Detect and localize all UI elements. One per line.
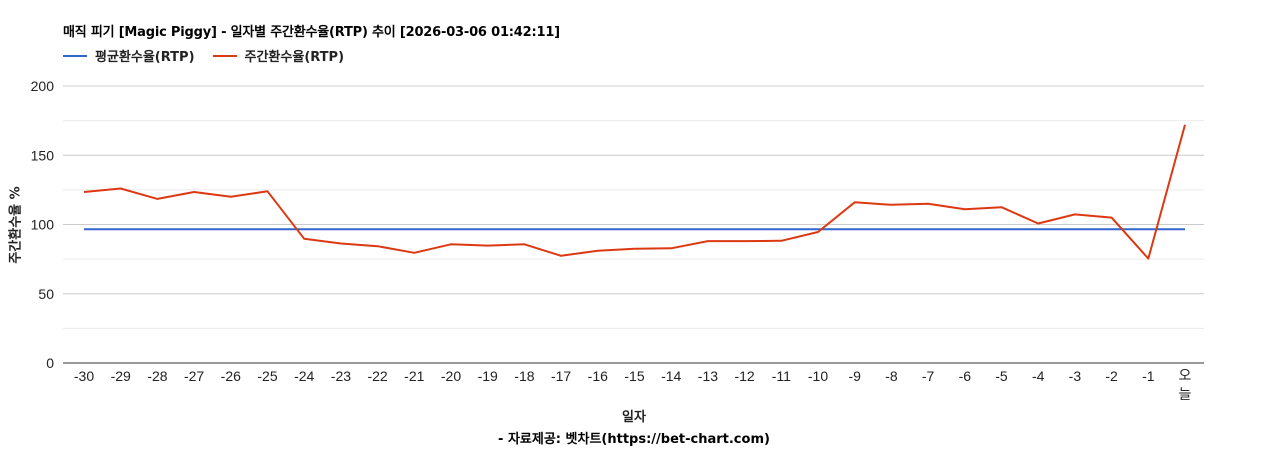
legend-item-average-rtp[interactable]: 평균환수율(RTP) <box>63 46 195 65</box>
legend: 평균환수율(RTP) 주간환수율(RTP) <box>63 46 362 65</box>
legend-swatch-red <box>212 54 237 57</box>
legend-label: 평균환수율(RTP) <box>95 50 195 65</box>
x-tick-label: -20 <box>441 368 461 384</box>
x-tick-label: -8 <box>885 368 898 384</box>
x-tick-label: -4 <box>1032 368 1045 384</box>
x-tick-label: -24 <box>294 368 314 384</box>
y-axis-ticks: 0 50 100 150 200 <box>31 78 55 371</box>
x-tick-label: -1 <box>1142 368 1155 384</box>
legend-label: 주간환수율(RTP) <box>244 50 345 65</box>
x-tick-label: 오 <box>1179 367 1192 383</box>
x-tick-label: -26 <box>221 368 241 384</box>
x-tick-label: -17 <box>551 368 571 384</box>
x-tick-label: -19 <box>478 368 498 384</box>
x-tick-label: -9 <box>848 368 861 384</box>
x-tick-label: -11 <box>772 368 791 384</box>
x-tick-label: -16 <box>588 368 608 384</box>
x-tick-label: -10 <box>808 368 828 384</box>
series-lines <box>83 124 1186 260</box>
x-axis-label: 일자 <box>622 410 646 425</box>
x-tick-label: -7 <box>922 368 935 384</box>
x-tick-label: -28 <box>147 368 167 384</box>
data-source-credit: - 자료제공: 벳차트(https://bet-chart.com) <box>498 432 770 447</box>
x-tick-label: -5 <box>995 368 1008 384</box>
x-tick-label: -14 <box>661 368 681 384</box>
y-tick-label: 150 <box>31 147 55 163</box>
y-tick-label: 100 <box>31 217 55 233</box>
x-axis-ticks: -30 -29 -28 -27 -26 -25 -24 -23 -22 -21 -20 -19 -18 -… <box>74 367 1192 402</box>
legend-item-weekly-rtp[interactable]: 주간환수율(RTP) <box>212 46 345 65</box>
x-tick-label: -6 <box>959 368 972 384</box>
x-tick-label: -21 <box>404 368 424 384</box>
gridlines <box>63 85 1204 364</box>
x-tick-label: -22 <box>367 368 387 384</box>
weekly-rtp-line[interactable] <box>83 124 1186 260</box>
y-tick-label: 50 <box>38 286 54 302</box>
x-tick-label: -30 <box>74 368 94 384</box>
chart-title: 매직 피기 [Magic Piggy] - 일자별 주간환수율(RTP) 추이 … <box>63 25 560 40</box>
x-tick-label: -18 <box>514 368 534 384</box>
x-tick-label: -2 <box>1105 368 1118 384</box>
x-tick-label: -12 <box>734 368 754 384</box>
x-tick-label: -23 <box>331 368 351 384</box>
y-tick-label: 200 <box>31 78 55 94</box>
x-tick-label: -13 <box>698 368 718 384</box>
x-tick-label: -15 <box>624 368 644 384</box>
legend-swatch-blue <box>63 54 87 57</box>
y-tick-label: 0 <box>46 355 54 371</box>
x-tick-label: -29 <box>111 368 131 384</box>
x-tick-label: 늘 <box>1179 386 1192 402</box>
x-tick-label: -27 <box>184 368 204 384</box>
x-tick-label: -3 <box>1069 368 1082 384</box>
x-tick-label: -25 <box>257 368 277 384</box>
